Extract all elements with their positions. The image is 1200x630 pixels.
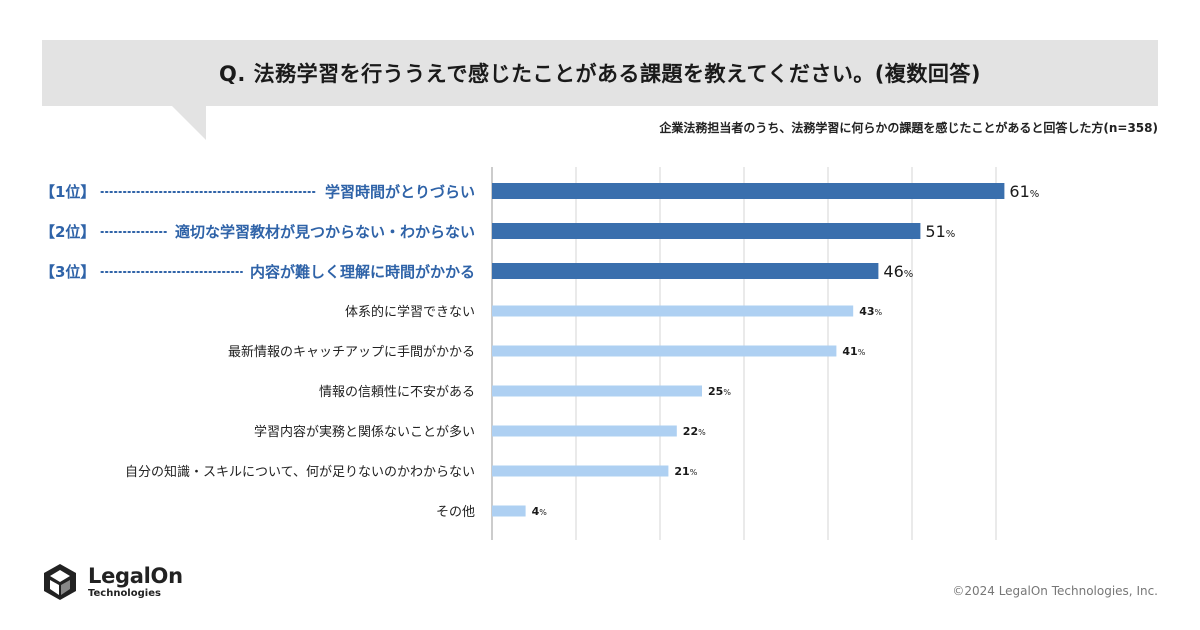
category-label: その他 — [436, 505, 475, 520]
question-title: Q. 法務学習を行ううえで感じたことがある課題を教えてください。(複数回答) — [218, 62, 982, 86]
value-label: 21% — [674, 465, 697, 478]
category-label: 学習時間がとりづらい — [325, 183, 475, 201]
bar — [492, 385, 702, 397]
bar — [492, 345, 837, 357]
value-label: 43% — [859, 305, 882, 318]
bar — [492, 505, 526, 517]
rank-label: 【3位】 — [40, 263, 95, 281]
category-label: 自分の知識・スキルについて、何が足りないのかわからない — [125, 464, 475, 480]
value-label: 61% — [1009, 182, 1039, 201]
category-label: 学習内容が実務と関係ないことが多い — [254, 424, 475, 440]
value-label: 25% — [708, 385, 731, 398]
bar — [492, 263, 879, 279]
logo-subtitle: Technologies — [88, 587, 161, 599]
value-label: 22% — [683, 425, 706, 438]
value-label: 41% — [842, 345, 865, 358]
bar — [492, 183, 1005, 199]
logo-name: LegalOn — [88, 563, 183, 588]
category-label: 適切な学習教材が見つからない・わからない — [175, 223, 475, 241]
value-label: 51% — [925, 222, 955, 241]
value-label: 4% — [532, 505, 548, 518]
value-label: 46% — [883, 262, 913, 281]
category-label: 内容が難しく理解に時間がかかる — [250, 263, 475, 281]
legalon-logo-icon — [44, 564, 76, 600]
bar — [492, 425, 677, 437]
bar — [492, 223, 921, 239]
category-label: 体系的に学習できない — [345, 304, 475, 320]
category-label: 情報の信頼性に不安がある — [319, 385, 475, 400]
rank-label: 【2位】 — [40, 223, 95, 241]
copyright: ©2024 LegalOn Technologies, Inc. — [952, 584, 1158, 598]
question-banner: Q. 法務学習を行ううえで感じたことがある課題を教えてください。(複数回答) — [42, 40, 1158, 106]
bar — [492, 305, 854, 317]
bar — [492, 465, 669, 477]
company-logo: LegalOn Technologies — [40, 562, 183, 602]
chart-subtitle: 企業法務担当者のうち、法務学習に何らかの課題を感じたことがあると回答した方(n=… — [659, 121, 1158, 135]
category-label: 最新情報のキャッチアップに手間がかかる — [228, 344, 475, 360]
rank-label: 【1位】 — [40, 183, 95, 201]
